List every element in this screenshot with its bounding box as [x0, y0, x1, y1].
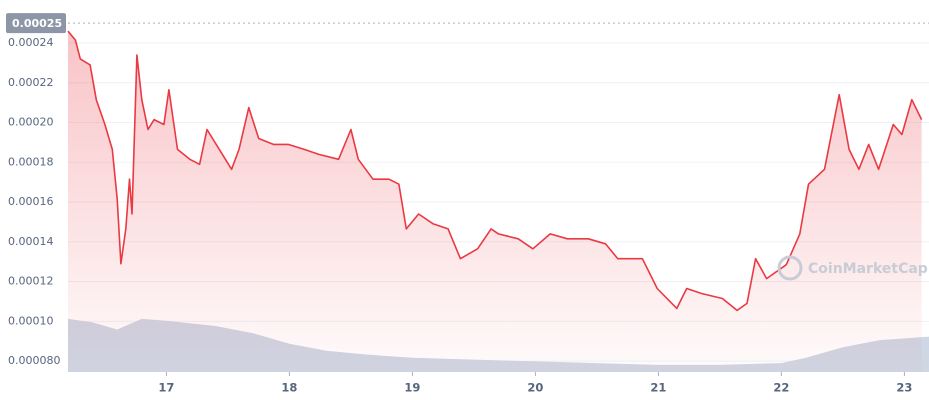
price-area	[68, 31, 922, 372]
y-tick-label: 0.00018	[8, 155, 54, 168]
watermark-logo	[777, 255, 803, 281]
y-tick-label: 0.00024	[8, 36, 54, 49]
y-tick-label: 0.00016	[8, 195, 54, 208]
x-tick-label: 23	[896, 381, 912, 395]
watermark: CoinMarketCap	[808, 261, 928, 277]
x-tick-label: 21	[650, 381, 666, 395]
x-tick-label: 17	[158, 381, 174, 395]
y-tick-label: 0.00010	[8, 314, 54, 327]
x-tick-label: 20	[527, 381, 543, 395]
x-tick-label: 18	[281, 381, 297, 395]
y-tick-label: 0.00012	[8, 275, 54, 288]
max-label: 0.00025	[12, 17, 62, 30]
x-tick-label: 22	[773, 381, 789, 395]
y-tick-label: 0.000080	[8, 354, 61, 367]
y-tick-label: 0.00020	[8, 116, 54, 129]
watermark-group: CoinMarketCap	[777, 255, 928, 281]
y-tick-label: 0.00022	[8, 76, 54, 89]
x-tick-label: 19	[404, 381, 420, 395]
max-label-box	[6, 13, 66, 34]
y-tick-label: 0.00014	[8, 235, 54, 248]
